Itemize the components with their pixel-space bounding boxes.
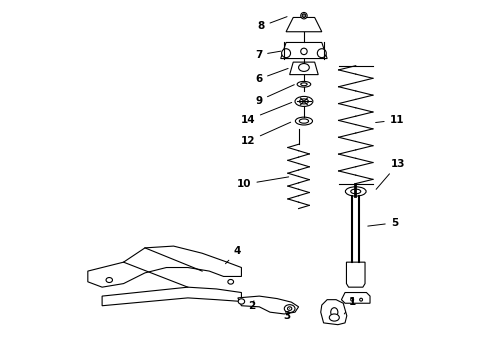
Ellipse shape (298, 64, 309, 71)
Ellipse shape (299, 119, 309, 123)
Ellipse shape (106, 278, 113, 283)
Text: 8: 8 (257, 17, 287, 31)
Ellipse shape (284, 305, 295, 312)
Polygon shape (88, 246, 242, 287)
Text: 6: 6 (255, 68, 288, 84)
Ellipse shape (345, 187, 366, 196)
Ellipse shape (301, 48, 307, 55)
Ellipse shape (351, 189, 361, 194)
Polygon shape (238, 296, 298, 314)
Ellipse shape (360, 298, 363, 301)
Ellipse shape (299, 99, 308, 104)
Ellipse shape (282, 49, 291, 58)
Polygon shape (102, 287, 242, 306)
Text: 9: 9 (255, 85, 294, 106)
Polygon shape (342, 293, 370, 303)
Ellipse shape (297, 81, 311, 87)
Ellipse shape (288, 307, 292, 310)
Text: 4: 4 (225, 247, 241, 264)
Ellipse shape (301, 83, 307, 86)
Ellipse shape (331, 308, 338, 317)
Ellipse shape (351, 298, 354, 301)
Text: 3: 3 (284, 309, 291, 321)
Polygon shape (346, 262, 365, 287)
Ellipse shape (295, 117, 313, 125)
Ellipse shape (295, 96, 313, 107)
Polygon shape (281, 42, 327, 59)
Text: 1: 1 (344, 297, 357, 314)
Text: 12: 12 (241, 122, 291, 147)
Ellipse shape (301, 13, 307, 19)
Ellipse shape (238, 299, 245, 304)
Text: 11: 11 (376, 115, 404, 125)
Polygon shape (321, 300, 347, 325)
Text: 14: 14 (241, 103, 292, 125)
Text: 5: 5 (368, 218, 398, 228)
Ellipse shape (329, 314, 339, 321)
Polygon shape (290, 62, 318, 75)
Ellipse shape (318, 49, 326, 58)
Text: 2: 2 (248, 301, 256, 311)
Ellipse shape (228, 279, 234, 284)
Text: 7: 7 (255, 50, 281, 60)
Polygon shape (286, 18, 322, 32)
Ellipse shape (302, 14, 306, 18)
Text: 10: 10 (237, 177, 289, 189)
Text: 13: 13 (376, 159, 405, 189)
